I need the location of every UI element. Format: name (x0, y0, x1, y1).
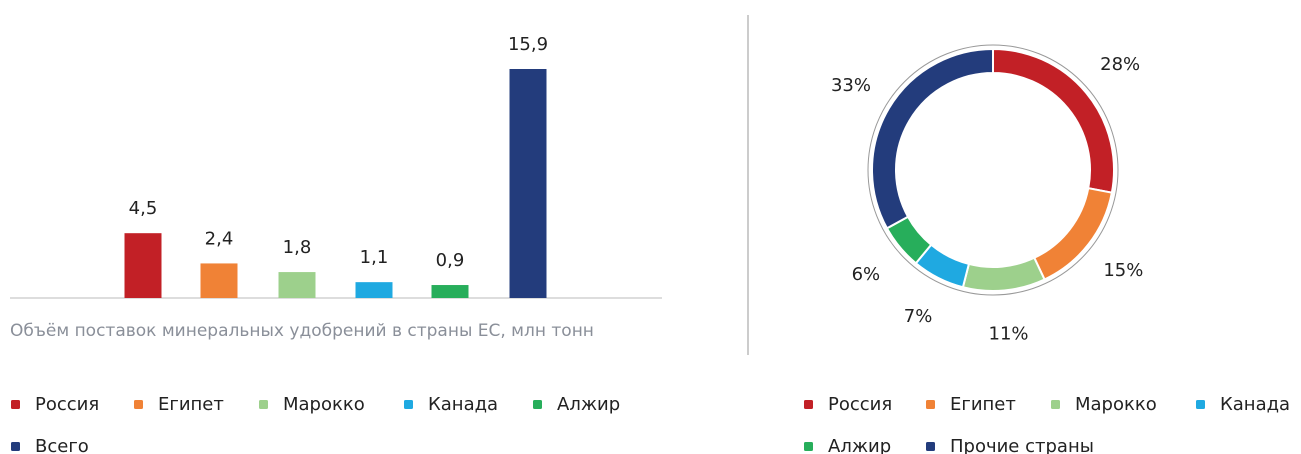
legend-label: Канада (1220, 394, 1290, 415)
legend-marker (804, 442, 813, 451)
legend-marker (1196, 400, 1205, 409)
value-label: 33% (831, 75, 871, 96)
legend-marker (533, 400, 542, 409)
legend-marker (804, 400, 813, 409)
legend-label: Египет (950, 394, 1016, 415)
legend-marker (1051, 400, 1060, 409)
bar (200, 263, 238, 298)
donut-slice (961, 256, 1046, 292)
legend-label: Россия (35, 394, 99, 415)
legend-label: Алжир (828, 436, 891, 454)
legend-label: Россия (828, 394, 892, 415)
value-label: 0,9 (436, 250, 465, 271)
donut-slice (871, 47, 994, 230)
legend-marker (11, 400, 20, 409)
value-label: 6% (852, 264, 881, 285)
value-label: 11% (989, 323, 1029, 344)
value-label: 15,9 (508, 34, 548, 55)
value-label: 15% (1103, 260, 1143, 281)
legend-label: Всего (35, 436, 89, 454)
legend-label: Египет (158, 394, 224, 415)
legend-marker (259, 400, 268, 409)
legend-label: Прочие страны (950, 436, 1094, 454)
value-label: 28% (1100, 54, 1140, 75)
legend-label: Марокко (283, 394, 365, 415)
value-label: 7% (904, 306, 933, 327)
chart-title: Объём поставок минеральных удобрений в с… (10, 321, 594, 341)
value-label: 1,1 (360, 247, 389, 268)
donut-outline (867, 44, 1119, 296)
legend-marker (11, 442, 20, 451)
donut-slice (992, 47, 1115, 194)
legend-label: Алжир (557, 394, 620, 415)
legend-marker (134, 400, 143, 409)
legend-marker (926, 400, 935, 409)
bar (278, 272, 316, 298)
bar (509, 69, 547, 298)
value-label: 2,4 (205, 228, 234, 249)
legend-label: Марокко (1075, 394, 1157, 415)
legend-marker (404, 400, 413, 409)
value-label: 4,5 (129, 198, 158, 219)
bar (124, 233, 162, 298)
value-label: 1,8 (283, 237, 312, 258)
legend-label: Канада (428, 394, 498, 415)
bar (431, 285, 469, 298)
legend-marker (926, 442, 935, 451)
bar (355, 282, 393, 298)
